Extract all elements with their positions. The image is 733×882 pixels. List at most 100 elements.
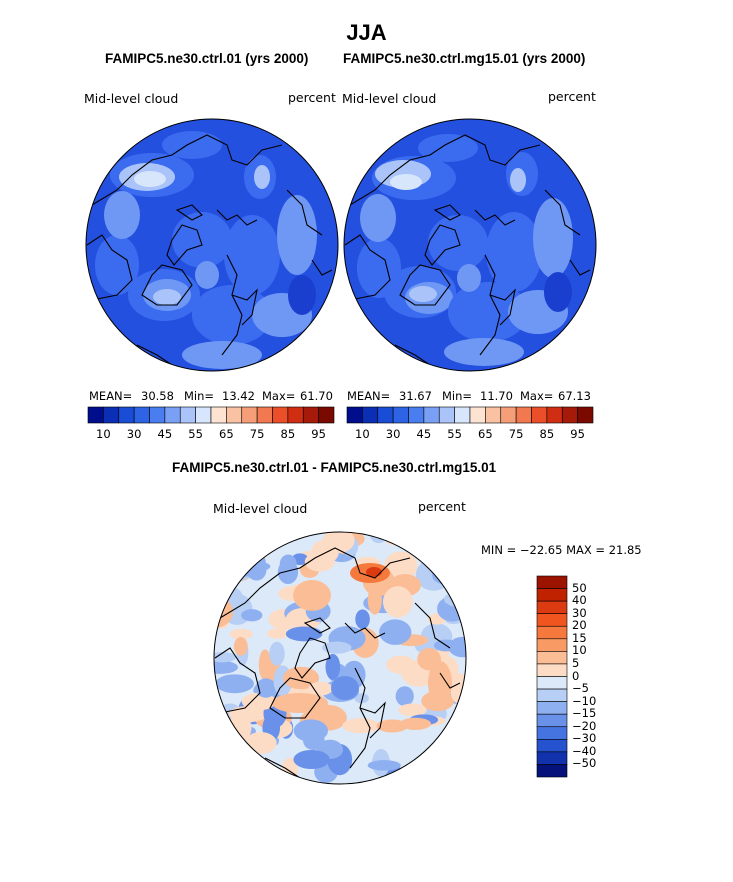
coastline bbox=[219, 547, 411, 619]
coastline bbox=[86, 234, 133, 301]
colorbar-mg15-swatch bbox=[392, 406, 409, 424]
coastline bbox=[269, 677, 321, 719]
colorbar-diff-tick-label: 5 bbox=[572, 655, 580, 670]
colorbar-mg15-tick-label: 10 bbox=[355, 427, 370, 441]
coastline bbox=[294, 637, 331, 679]
diff-patch bbox=[342, 718, 380, 734]
colorbar-diff-swatch bbox=[536, 701, 568, 715]
cloud-region bbox=[104, 191, 140, 239]
coastline bbox=[344, 622, 386, 639]
colorbar-mg15-swatch bbox=[346, 406, 363, 424]
colorbar-diff-swatch bbox=[536, 688, 568, 702]
colorbar-ctrl-swatch bbox=[256, 406, 273, 424]
ctrl-max-label: Max= bbox=[262, 389, 296, 403]
colorbar-ctrl-tick-label: 10 bbox=[96, 427, 111, 441]
colorbar-mg15-swatch bbox=[362, 406, 379, 424]
colorbar-ctrl-swatch bbox=[226, 406, 243, 424]
colorbar-mg15-swatch bbox=[546, 406, 563, 424]
coastline bbox=[231, 288, 258, 326]
colorbar-ctrl-tick-label: 95 bbox=[311, 427, 326, 441]
colorbar-ctrl-swatch bbox=[133, 406, 150, 424]
ctrl-min-label: Min= bbox=[184, 389, 215, 403]
coastline bbox=[141, 264, 193, 306]
coastline bbox=[439, 672, 461, 689]
diff-patch bbox=[322, 641, 352, 654]
colorbar-mg15-tick-label: 75 bbox=[508, 427, 524, 441]
diff-patch bbox=[241, 609, 263, 622]
ctrl-mean-value: 30.58 bbox=[141, 389, 174, 403]
panel-ctrl-header: FAMIPC5.ne30.ctrl.01 (yrs 2000) bbox=[105, 51, 309, 66]
diff-patch bbox=[395, 686, 414, 707]
cloud-region bbox=[418, 134, 478, 162]
colorbar-ctrl-swatch bbox=[87, 406, 104, 424]
colorbar-mg15-swatch bbox=[469, 406, 486, 424]
cloud-region bbox=[444, 338, 524, 366]
colorbar-mg15-swatch bbox=[408, 406, 425, 424]
diff-patch bbox=[384, 532, 400, 545]
colorbar-mg15-tick-label: 85 bbox=[539, 427, 555, 441]
coastline bbox=[344, 234, 391, 301]
cloud-region bbox=[277, 195, 317, 275]
diff-patch bbox=[222, 532, 254, 558]
diff-patch bbox=[399, 770, 425, 784]
cloud-region bbox=[357, 238, 401, 298]
colorbar-ctrl-swatch bbox=[164, 406, 181, 424]
colorbar-ctrl-tick-label: 85 bbox=[280, 427, 296, 441]
colorbar-ctrl-swatch bbox=[241, 406, 258, 424]
colorbar-diff-tick-label: −10 bbox=[572, 693, 597, 708]
colorbar-diff-swatch bbox=[536, 676, 568, 690]
cloud-region bbox=[172, 212, 232, 268]
coastline bbox=[424, 224, 461, 266]
cloud-region bbox=[254, 165, 270, 189]
diff-patch bbox=[239, 539, 279, 552]
colorbar-ctrl-tick-label: 45 bbox=[157, 427, 173, 441]
diff-patch bbox=[267, 628, 289, 639]
map-mg15 bbox=[344, 119, 596, 371]
mg15-max-label: Max= bbox=[520, 389, 554, 403]
colorbar-diff-tick-label: 0 bbox=[572, 668, 580, 683]
colorbar-mg15-swatch bbox=[500, 406, 517, 424]
coastline bbox=[414, 602, 451, 649]
diff-patch bbox=[277, 559, 299, 585]
map-diff bbox=[214, 532, 466, 784]
diff-patch bbox=[293, 749, 330, 770]
colorbar-diff-swatch bbox=[536, 713, 568, 728]
diff-patch bbox=[215, 674, 254, 694]
diff-patch bbox=[367, 760, 401, 771]
colorbar-ctrl-swatch bbox=[149, 406, 166, 424]
colorbar-diff-swatch bbox=[536, 663, 568, 677]
cloud-region bbox=[224, 215, 280, 295]
cloud-region bbox=[134, 171, 166, 187]
panel-ctrl-units: percent bbox=[288, 90, 336, 105]
cloud-region bbox=[544, 272, 572, 312]
cloud-region bbox=[533, 198, 573, 278]
cloud-region bbox=[486, 212, 542, 292]
diff-patch bbox=[355, 609, 370, 630]
diff-patch bbox=[228, 713, 252, 742]
diff-patch bbox=[432, 565, 459, 585]
diff-patch bbox=[325, 653, 341, 680]
ctrl-min-value: 13.42 bbox=[222, 389, 255, 403]
colorbar-mg15-tick-label: 45 bbox=[416, 427, 432, 441]
colorbar-diff-tick-label: −30 bbox=[572, 731, 597, 746]
colorbar-mg15-swatch bbox=[485, 406, 502, 424]
cloud-region bbox=[288, 275, 316, 315]
map-mg15-border bbox=[343, 118, 597, 372]
cloud-region bbox=[95, 235, 139, 295]
colorbar-ctrl-swatch bbox=[302, 406, 319, 424]
colorbar-ctrl-swatch bbox=[272, 406, 289, 424]
colorbar-ctrl-swatch bbox=[318, 406, 335, 424]
diff-patch-strong bbox=[331, 676, 359, 700]
colorbar-diff-tick-label: −15 bbox=[572, 706, 597, 721]
panel-ctrl-field-label: Mid-level cloud bbox=[84, 91, 179, 106]
colorbar-diff-swatch bbox=[536, 613, 568, 627]
colorbar-diff-tick-label: −40 bbox=[572, 743, 597, 758]
colorbar-mg15-tick-label: 65 bbox=[478, 427, 493, 441]
colorbar-mg15-swatch bbox=[454, 406, 471, 424]
diff-patch bbox=[440, 752, 466, 777]
coastline bbox=[399, 264, 451, 306]
colorbar-diff-tick-label: 10 bbox=[572, 643, 587, 658]
coastline bbox=[221, 254, 243, 356]
colorbar-diff-swatch bbox=[536, 726, 568, 740]
colorbar-diff-tick-label: −50 bbox=[572, 756, 597, 771]
